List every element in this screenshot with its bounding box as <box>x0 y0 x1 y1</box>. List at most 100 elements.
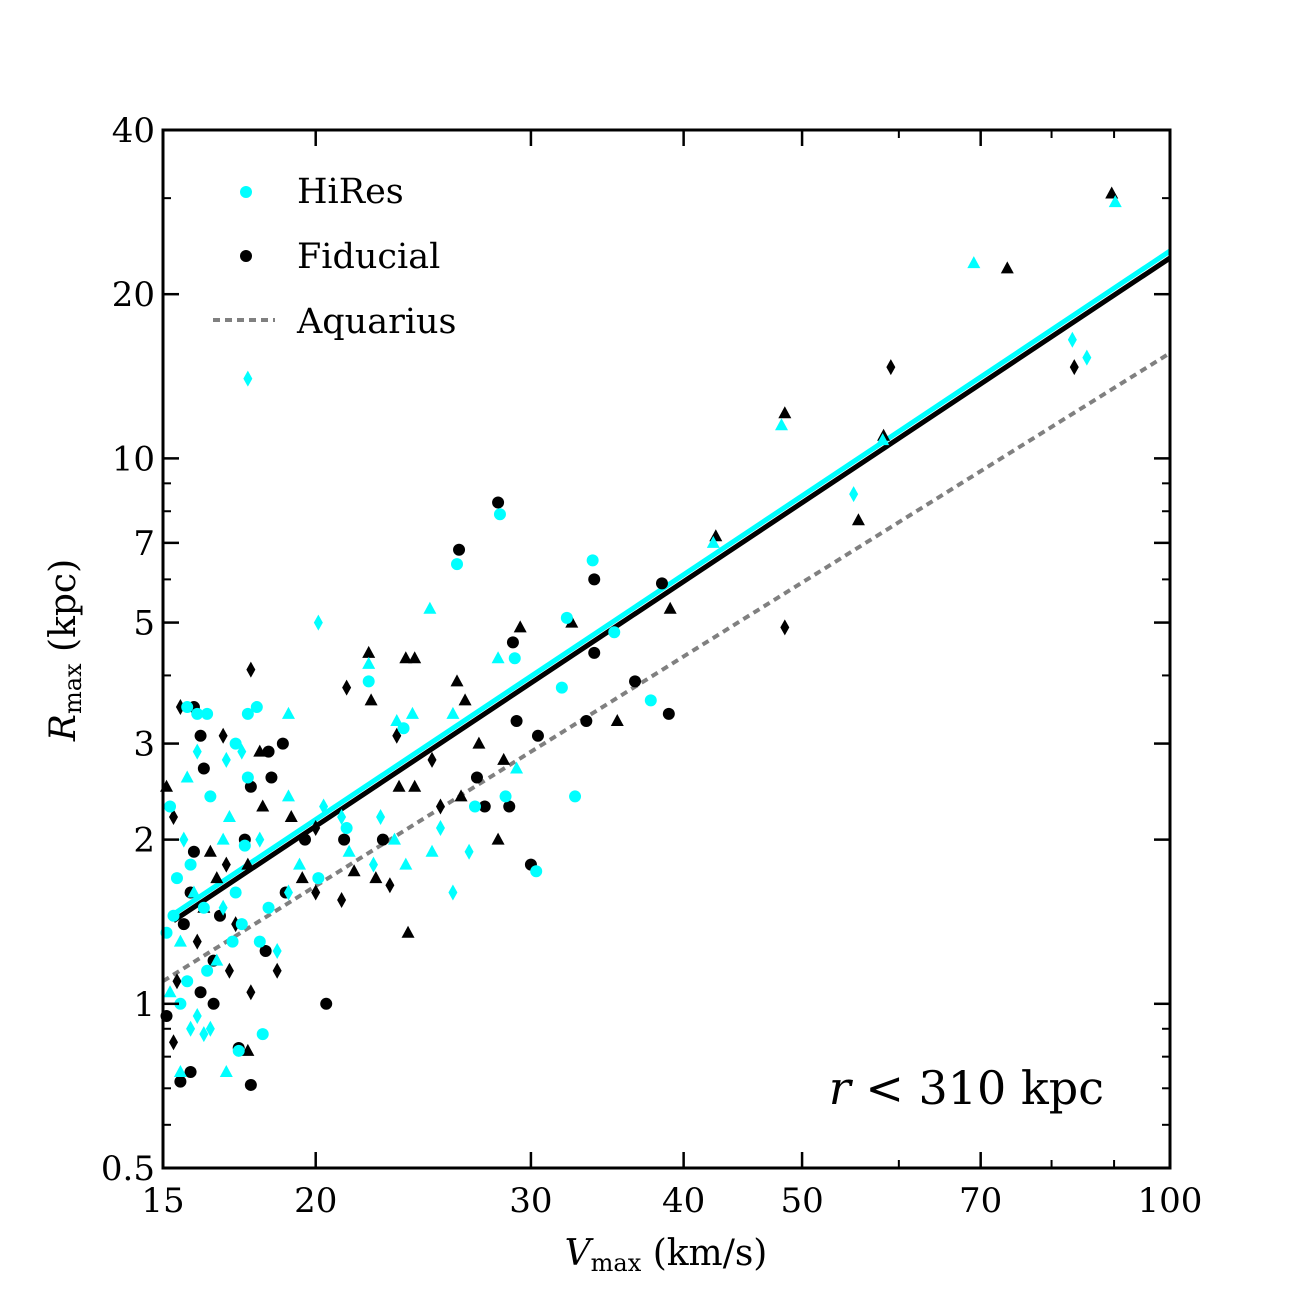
point-hires <box>775 418 789 431</box>
point-hires <box>491 651 505 664</box>
point-hires <box>448 884 458 901</box>
point-hires <box>464 843 474 860</box>
point-fiducial <box>175 699 185 716</box>
point-fiducial <box>662 707 675 720</box>
point-fiducial <box>491 832 505 845</box>
point-fiducial <box>376 833 389 846</box>
point-hires <box>201 964 214 977</box>
point-fiducial <box>655 577 668 590</box>
radius-annotation: r < 310 kpc <box>829 1061 1104 1115</box>
point-hires <box>173 934 187 947</box>
point-fiducial <box>256 799 270 812</box>
point-hires <box>555 681 568 694</box>
point-fiducial <box>320 997 333 1010</box>
y-tick-label: 10 <box>112 439 155 479</box>
point-fiducial <box>497 752 511 765</box>
point-fiducial <box>1000 261 1014 274</box>
point-fiducial <box>588 646 601 659</box>
point-hires <box>174 997 187 1010</box>
point-fiducial <box>169 809 179 826</box>
point-fiducial <box>337 891 347 908</box>
point-fiducial <box>207 997 220 1010</box>
point-fiducial <box>311 820 321 837</box>
axis-ticks: 15 20 30 40 50 70 100 0.5 1 2 3 5 7 10 20 40 <box>101 111 1203 1221</box>
point-hires <box>237 743 247 760</box>
point-hires <box>179 831 189 848</box>
plot-frame <box>161 128 1172 1170</box>
point-fiducial <box>246 661 256 678</box>
point-hires <box>876 433 890 446</box>
point-hires <box>390 713 404 726</box>
point-hires <box>849 486 859 503</box>
point-hires <box>204 790 217 803</box>
point-hires <box>201 707 214 720</box>
point-fiducial <box>295 871 309 884</box>
point-hires <box>235 918 248 931</box>
point-fiducial <box>272 962 282 979</box>
point-fiducial <box>401 925 415 938</box>
point-hires <box>293 857 307 870</box>
point-hires <box>199 1026 209 1043</box>
point-fiducial <box>458 693 472 706</box>
point-hires <box>250 701 263 714</box>
point-fiducial <box>218 727 228 744</box>
point-hires <box>255 831 265 848</box>
y-tick-label: 0.5 <box>101 1149 155 1189</box>
x-tick-label: 70 <box>959 1181 1002 1221</box>
point-hires <box>191 707 204 720</box>
point-hires <box>192 1007 202 1024</box>
point-fiducial <box>663 601 677 614</box>
point-hires <box>446 706 460 719</box>
point-fiducial <box>184 1065 197 1078</box>
point-hires <box>342 844 356 857</box>
point-hires <box>493 508 506 521</box>
point-hires <box>644 694 657 707</box>
point-hires <box>186 1020 196 1037</box>
point-hires <box>281 706 295 719</box>
point-fiducial <box>203 844 217 857</box>
point-hires <box>340 822 353 835</box>
point-hires <box>256 1028 269 1041</box>
data-points <box>160 186 1122 1091</box>
point-fiducial <box>311 884 321 901</box>
point-hires <box>181 975 194 988</box>
point-hires <box>468 800 481 813</box>
point-hires <box>530 865 543 878</box>
point-fiducial <box>1105 186 1119 199</box>
legend-hires-marker <box>240 186 252 198</box>
point-fiducial <box>244 1078 257 1091</box>
point-hires <box>167 909 180 922</box>
point-hires <box>967 256 981 269</box>
point-hires <box>706 535 720 548</box>
x-tick-label: 100 <box>1138 1181 1203 1221</box>
point-hires <box>337 809 347 826</box>
point-hires <box>1067 331 1077 348</box>
y-tick-label: 40 <box>112 111 155 151</box>
point-hires <box>262 901 275 914</box>
x-tick-label: 30 <box>509 1181 552 1221</box>
point-fiducial <box>510 714 523 727</box>
point-hires <box>197 901 210 914</box>
point-hires <box>362 656 376 669</box>
point-fiducial <box>369 871 383 884</box>
point-fiducial <box>478 800 491 813</box>
point-hires <box>192 743 202 760</box>
x-axis-unit: (km/s) <box>641 1233 767 1274</box>
legend-hires-label: HiRes <box>297 172 404 212</box>
point-hires <box>586 554 599 567</box>
point-hires <box>253 935 266 948</box>
point-hires <box>510 761 524 774</box>
fit-line-aquarius <box>161 351 1172 983</box>
point-fiducial <box>192 933 202 950</box>
point-fiducial <box>276 737 289 750</box>
point-hires <box>313 614 323 631</box>
point-hires <box>569 790 582 803</box>
point-fiducial <box>284 810 298 823</box>
point-fiducial <box>580 714 593 727</box>
legend-fiducial-marker <box>240 250 252 262</box>
point-hires <box>222 810 236 823</box>
point-hires <box>499 790 512 803</box>
point-hires <box>608 626 621 639</box>
point-hires <box>184 858 197 871</box>
point-hires <box>423 601 437 614</box>
